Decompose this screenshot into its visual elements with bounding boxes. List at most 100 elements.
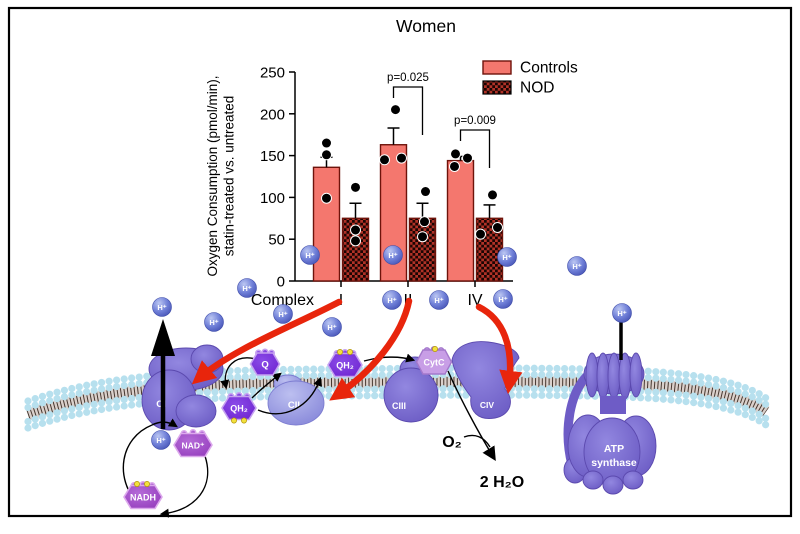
legend-label-controls: Controls (520, 60, 578, 77)
data-point (419, 216, 430, 228)
hplus-sphere (273, 304, 293, 324)
hplus-sphere (429, 290, 449, 310)
hplus-ion: H⁺ (612, 303, 632, 323)
water-label: 2 H₂O (480, 474, 524, 491)
hplus-ion: H⁺ (152, 297, 172, 317)
ubiquinol-qh2-upper: QH₂ (327, 349, 363, 378)
hplus-ion: H⁺ (151, 430, 171, 450)
o2-to-water-line (463, 434, 491, 448)
figure-border (7, 6, 793, 518)
data-point (321, 149, 332, 161)
nad-plus: NAD⁺ (173, 429, 213, 458)
hplus-label: H⁺ (209, 318, 218, 327)
sig-bracket (459, 129, 491, 168)
cytc-to-water-arrow (447, 370, 496, 461)
data-point (462, 152, 473, 164)
hplus-ion: H⁺ (567, 256, 587, 276)
data-point (390, 104, 401, 116)
hplus-sphere (152, 297, 172, 317)
y-tick-label: 150 (260, 148, 285, 165)
data-point (396, 152, 407, 164)
bar-controls-IV (446, 159, 475, 282)
hplus-label: H⁺ (387, 296, 396, 305)
qh2-to-cytc-arrow (363, 353, 416, 363)
data-point (450, 148, 461, 160)
data-point (321, 192, 332, 204)
cii-to-qh2-arrow (257, 376, 322, 415)
scatter-points (321, 104, 503, 247)
hplus-ion: H⁺ (204, 312, 224, 332)
proton-ions: H⁺ H⁺ H⁺ H⁺ H⁺ H⁺ H⁺ H⁺ H⁺ H⁺ H⁺ H⁺ H⁺ H⁺ (151, 245, 632, 450)
hplus-ion: H⁺ (300, 245, 320, 265)
hplus-ion: H⁺ (497, 247, 517, 267)
hplus-label: H⁺ (617, 309, 626, 318)
bar-nod-II (408, 217, 437, 282)
significance-brackets: p=0.025 p=0.009 (387, 72, 496, 168)
bar-controls-I (312, 166, 341, 282)
cytc-label: CytC (423, 358, 445, 368)
p-value-label: p=0.009 (454, 115, 496, 127)
hplus-sphere (383, 245, 403, 265)
data-point (379, 154, 390, 166)
qh2-upper-label: QH₂ (336, 361, 354, 371)
chart-title: Women (396, 16, 456, 36)
y-axis-label-line1: Oxygen Consumption (pmol/min), (205, 75, 220, 276)
y-tick-label: 100 (260, 190, 285, 207)
y-tick-label: 50 (268, 232, 285, 249)
hplus-label: H⁺ (242, 284, 251, 293)
hplus-ion: H⁺ (322, 317, 342, 337)
nad-plus-label: NAD⁺ (182, 441, 205, 451)
bars-and-errors (312, 127, 504, 282)
hplus-label: H⁺ (498, 295, 507, 304)
y-tick-label: 0 (277, 274, 285, 291)
data-point (420, 186, 431, 198)
hplus-label: H⁺ (388, 251, 397, 260)
sig-bracket (392, 86, 424, 135)
nadh: NADH (123, 481, 163, 510)
red-effect-arrows (191, 297, 523, 401)
hplus-label: H⁺ (327, 323, 336, 332)
nadh-to-nad-arrow (122, 418, 178, 505)
hplus-ion: H⁺ (493, 289, 513, 309)
hplus-sphere (612, 303, 632, 323)
bar-chart: Women Oxygen Consumption (pmol/min), sta… (205, 16, 578, 309)
atp-synthase-label-2: synthase (591, 457, 637, 469)
ubiquinone-q: Q (249, 348, 281, 376)
atp-synthase: ATP synthase (563, 352, 657, 495)
data-point (350, 181, 361, 193)
nad-to-nadh-arrow (159, 455, 209, 518)
hplus-ion: H⁺ (237, 278, 257, 298)
hplus-sphere (151, 430, 171, 450)
p-value-label: p=0.025 (387, 72, 429, 84)
y-tick-label: 200 (260, 106, 285, 123)
cytochrome-c: CytC (415, 346, 453, 375)
x-axis-prefix-label: Complex (251, 292, 314, 309)
data-point (449, 160, 460, 172)
hplus-sphere (237, 278, 257, 298)
data-point (321, 137, 332, 149)
hplus-ion: H⁺ (429, 290, 449, 310)
y-tick-label: 250 (260, 65, 285, 82)
hplus-label: H⁺ (278, 310, 287, 319)
complex-IV-label: CIV (480, 400, 495, 410)
legend-swatch-controls (482, 60, 512, 75)
qh2-lower-label: QH₂ (230, 404, 248, 414)
hplus-sphere (567, 256, 587, 276)
reaction-arrows (122, 353, 496, 518)
red-arrow-to-complex-II (329, 297, 413, 401)
hplus-sphere (497, 247, 517, 267)
data-point (350, 224, 361, 236)
hplus-ion: H⁺ (383, 245, 403, 265)
hplus-sphere (382, 290, 402, 310)
q-label: Q (261, 360, 268, 371)
hplus-sphere (493, 289, 513, 309)
legend-label-nod: NOD (520, 80, 554, 97)
data-point (492, 221, 503, 233)
chart-legend: Controls NOD (482, 60, 578, 97)
hplus-sphere (300, 245, 320, 265)
data-point (350, 235, 361, 247)
hplus-label: H⁺ (157, 303, 166, 312)
data-point (487, 189, 498, 201)
